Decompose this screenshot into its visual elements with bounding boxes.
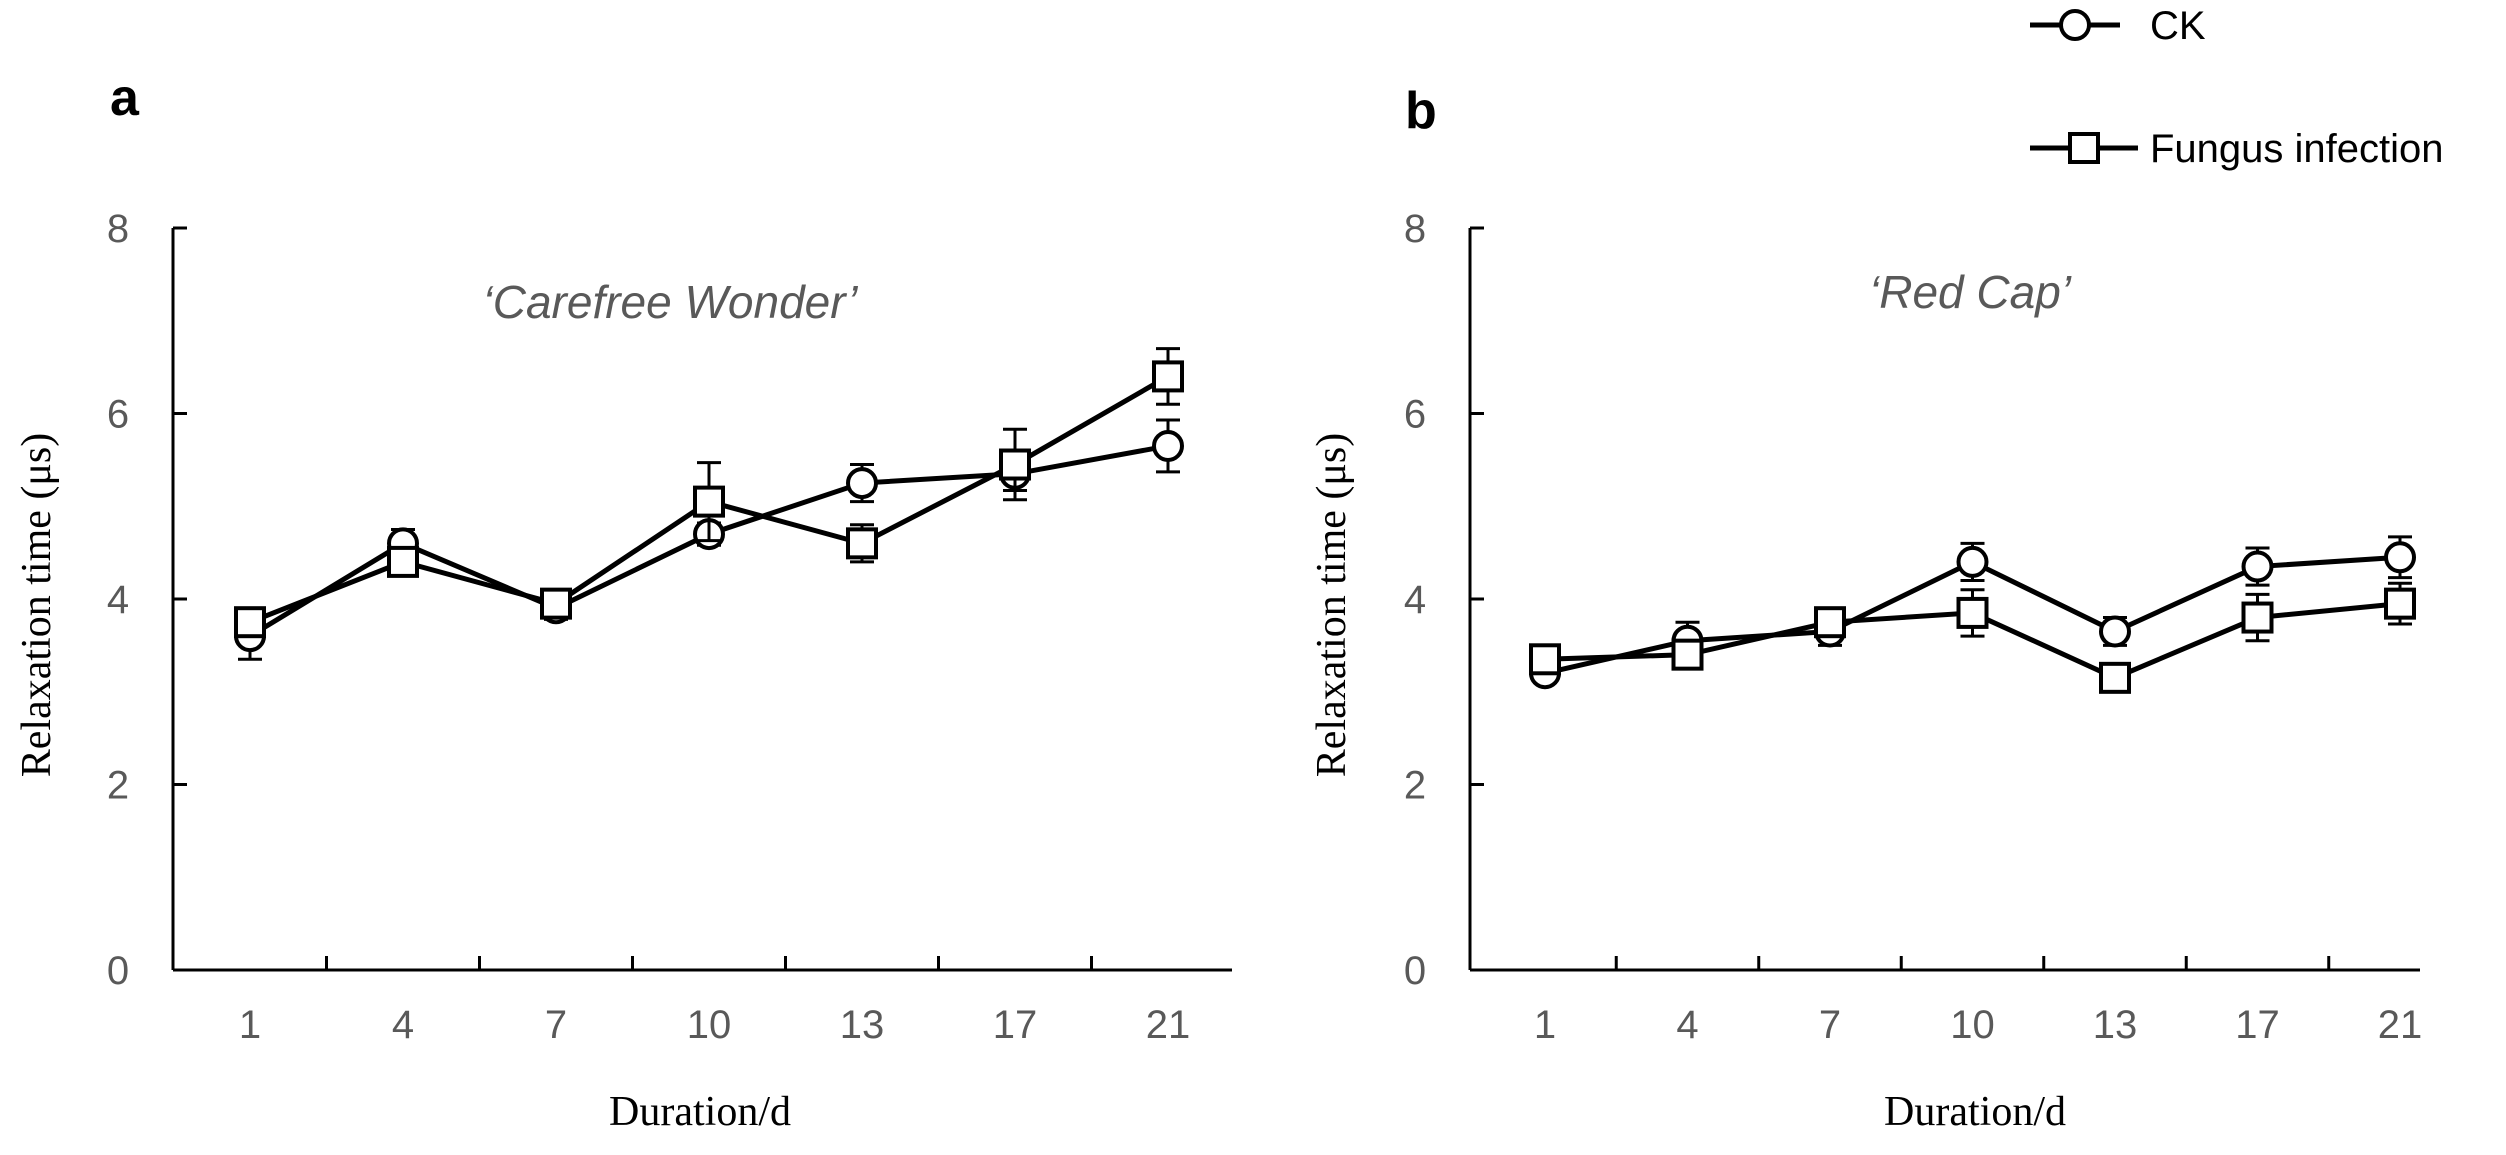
data-point-fungus-infection	[1956, 596, 1989, 629]
data-point-fungus-infection	[1814, 606, 1846, 639]
data-point-fungus-infection	[2099, 661, 2131, 694]
x-tick-label: 17	[993, 1003, 1038, 1047]
panel-letter-a: a	[110, 69, 140, 127]
x-tick-label: 1	[239, 1003, 261, 1047]
y-tick-label: 4	[107, 578, 129, 622]
series-fungus-infection	[234, 347, 1184, 639]
legend-fungus-marker	[2068, 132, 2100, 164]
series-fungus-infection	[1529, 581, 2416, 694]
y-tick-label: 8	[1404, 207, 1426, 251]
panel-letter-b: b	[1405, 82, 1437, 140]
chart-panel-b: b ‘Red Cap’ Duration/d Relaxation time (…	[1309, 82, 2422, 1135]
x-tick-label: 21	[2378, 1003, 2423, 1047]
legend-ck-label: CK	[2150, 4, 2206, 48]
x-tick-label: 10	[687, 1003, 732, 1047]
legend: CK Fungus infection	[2030, 4, 2444, 171]
chart-title-b: ‘Red Cap’	[1869, 266, 2072, 318]
plot-area-a: 0 2 4 6 8 1 4 7 10 13 17 21	[107, 207, 1232, 1047]
x-tick-label: 7	[545, 1003, 567, 1047]
y-axis-title-b: Relaxation time (μs)	[1309, 433, 1355, 777]
x-tick-label: 21	[1146, 1003, 1191, 1047]
y-tick-label: 0	[1404, 949, 1426, 993]
x-tick-label: 4	[392, 1003, 414, 1047]
y-tick-label: 2	[107, 764, 129, 808]
data-point-fungus-infection	[846, 527, 878, 560]
chart-title-a: ‘Carefree Wonder’	[483, 276, 859, 328]
chart-panel-a: a ‘Carefree Wonder’ Duration/d Relaxatio…	[14, 69, 1232, 1135]
y-tick-label: 4	[1404, 578, 1426, 622]
x-tick-label: 17	[2235, 1003, 2280, 1047]
data-point-fungus-infection	[2384, 587, 2416, 620]
legend-ck-marker	[2059, 9, 2091, 41]
data-point-fungus-infection	[1152, 360, 1184, 393]
y-axis-title-a: Relaxation time (μs)	[14, 433, 60, 777]
data-point-fungus-infection	[693, 485, 725, 518]
data-point-ck	[2384, 541, 2416, 574]
data-point-fungus-infection	[540, 587, 572, 620]
y-tick-label: 6	[107, 393, 129, 437]
x-tick-label: 7	[1819, 1003, 1841, 1047]
data-point-fungus-infection	[1671, 638, 1704, 671]
data-point-fungus-infection	[234, 606, 266, 639]
data-point-ck	[846, 467, 878, 500]
data-point-fungus-infection	[999, 448, 1031, 481]
legend-fungus-label: Fungus infection	[2150, 127, 2444, 171]
x-tick-label: 10	[1950, 1003, 1995, 1047]
x-tick-label: 13	[2093, 1003, 2138, 1047]
data-point-ck	[2099, 615, 2131, 648]
x-tick-label: 4	[1676, 1003, 1698, 1047]
x-axis-title-a: Duration/d	[609, 1089, 791, 1135]
x-tick-label: 13	[840, 1003, 885, 1047]
plot-area-b: 0 2 4 6 8 1 4 7 10 13 17 21	[1404, 207, 2422, 1047]
data-point-ck	[2241, 550, 2274, 583]
y-tick-label: 2	[1404, 764, 1426, 808]
data-point-fungus-infection	[387, 545, 419, 578]
y-tick-label: 8	[107, 207, 129, 251]
y-tick-label: 0	[107, 949, 129, 993]
data-point-ck	[1956, 545, 1989, 578]
x-tick-label: 1	[1534, 1003, 1556, 1047]
data-point-fungus-infection	[1529, 643, 1561, 676]
y-tick-label: 6	[1404, 393, 1426, 437]
data-point-fungus-infection	[2241, 601, 2274, 634]
data-point-ck	[1152, 429, 1184, 462]
x-axis-title-b: Duration/d	[1884, 1089, 2066, 1135]
